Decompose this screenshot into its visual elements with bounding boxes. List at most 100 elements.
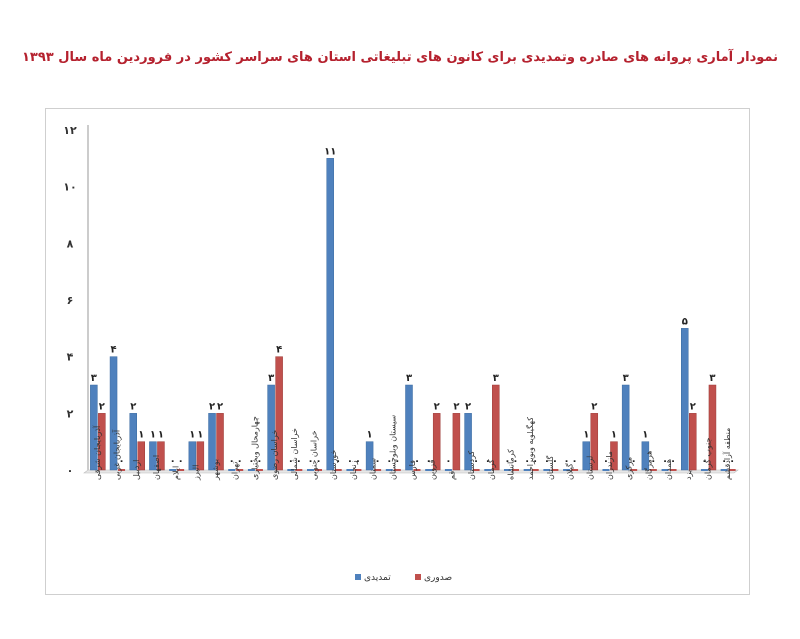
bar-sodoori-zero bbox=[374, 469, 382, 471]
x-tick-label: آذربایجان شرقی bbox=[92, 425, 102, 480]
x-tick-label: ایلام bbox=[172, 466, 181, 480]
data-label: ۰ bbox=[485, 456, 491, 467]
x-tick-label: خوزستان bbox=[329, 450, 338, 480]
bar-sodoori bbox=[689, 413, 697, 471]
bar-tamdidi bbox=[326, 158, 334, 471]
x-tick-label: اصفهان bbox=[152, 455, 161, 480]
data-label: ۰ bbox=[701, 456, 707, 467]
bar-tamdidi-zero bbox=[346, 469, 354, 471]
bar-sodoori-zero bbox=[571, 469, 579, 471]
bar-tamdidi-zero bbox=[720, 469, 728, 471]
bar-tamdidi bbox=[405, 384, 413, 471]
bar-sodoori bbox=[452, 413, 461, 471]
data-label: ۳ bbox=[91, 373, 97, 384]
bar-tamdidi-zero bbox=[602, 469, 610, 471]
x-tick-label: جنوب کرمان bbox=[703, 438, 712, 480]
bar-tamdidi-zero bbox=[169, 469, 177, 471]
bar-sodoori-zero bbox=[236, 469, 244, 471]
data-label: ۳ bbox=[709, 373, 715, 384]
data-label: ۱ bbox=[189, 430, 195, 441]
bar-sodoori bbox=[137, 441, 145, 471]
x-tick-label: لرستان bbox=[585, 456, 594, 480]
data-label: ۲ bbox=[465, 401, 471, 412]
bar-tamdidi-zero bbox=[228, 469, 236, 471]
y-tick-label: ۰ bbox=[67, 464, 74, 477]
data-label: ۰ bbox=[544, 456, 550, 467]
bar-tamdidi-zero bbox=[503, 469, 511, 471]
x-tick-label: گیلان bbox=[565, 463, 575, 480]
bar-sodoori-zero bbox=[649, 469, 657, 471]
data-label: ۰ bbox=[347, 456, 353, 467]
data-label: ۱ bbox=[138, 430, 144, 441]
x-tick-label: تهران bbox=[231, 462, 240, 480]
data-label: ۳ bbox=[268, 373, 274, 384]
bar-tamdidi bbox=[464, 413, 472, 471]
data-label: ۰ bbox=[296, 456, 302, 467]
x-tick-label: یزد bbox=[684, 470, 693, 480]
bar-sodoori-zero bbox=[255, 469, 263, 471]
data-label: ۴ bbox=[110, 345, 116, 356]
data-label: ۰ bbox=[118, 456, 124, 467]
y-tick-label: ۶ bbox=[67, 294, 74, 307]
x-tick-label: همدان bbox=[664, 459, 673, 480]
bar-sodoori-zero bbox=[669, 469, 677, 471]
x-tick-label: اردبیل bbox=[132, 460, 141, 480]
bar-sodoori-zero bbox=[472, 469, 480, 471]
data-label: ۰ bbox=[445, 456, 451, 467]
data-label: ۰ bbox=[375, 456, 381, 467]
data-label: ۰ bbox=[307, 456, 313, 467]
bar-tamdidi bbox=[621, 384, 630, 471]
bar-sodoori bbox=[98, 413, 106, 471]
data-label: ۰ bbox=[355, 456, 361, 467]
data-label: ۰ bbox=[603, 456, 609, 467]
y-tick-label: ۲ bbox=[67, 407, 74, 420]
bar-tamdidi-zero bbox=[543, 469, 551, 471]
bar-sodoori-zero bbox=[118, 469, 126, 471]
data-label: ۲ bbox=[434, 401, 440, 412]
x-tick-label: فارس bbox=[408, 460, 417, 480]
bar-tamdidi-zero bbox=[661, 469, 669, 471]
data-label: ۳ bbox=[406, 373, 412, 384]
y-tick-label: ۸ bbox=[67, 237, 74, 250]
data-label: ۱ bbox=[583, 430, 589, 441]
bar-tamdidi-zero bbox=[444, 469, 452, 471]
data-label: ۱ bbox=[150, 430, 156, 441]
data-label: ۰ bbox=[237, 456, 243, 467]
x-tick-label: قم bbox=[447, 471, 456, 480]
bar-sodoori-zero bbox=[551, 469, 559, 471]
x-tick-label: کرمان bbox=[487, 459, 496, 480]
x-tick-label: کهگیلویه وبویراحمد bbox=[525, 417, 535, 480]
data-label: ۰ bbox=[248, 456, 254, 467]
bar-sodoori bbox=[492, 384, 500, 471]
data-label: ۰ bbox=[670, 456, 676, 467]
bar-sodoori bbox=[196, 441, 205, 471]
y-tick-label: ۴ bbox=[67, 351, 74, 364]
data-label: ۲ bbox=[690, 401, 696, 412]
bar-sodoori bbox=[610, 441, 618, 471]
data-label: ۰ bbox=[532, 456, 538, 467]
x-tick-label: خراسان شمالی bbox=[290, 428, 299, 480]
chart-title: نمودار آماری پروانه های صادره وتمدیدی بر… bbox=[21, 50, 779, 65]
data-label: ۰ bbox=[473, 456, 479, 467]
bar-tamdidi-zero bbox=[307, 469, 315, 471]
data-label: ۰ bbox=[631, 456, 637, 467]
data-label: ۰ bbox=[662, 456, 668, 467]
data-label: ۲ bbox=[453, 401, 459, 412]
x-tick-label: کرمانشاه bbox=[506, 449, 515, 480]
bar-tamdidi-zero bbox=[563, 469, 571, 471]
data-label: ۱ bbox=[197, 430, 203, 441]
data-label: ۰ bbox=[315, 456, 321, 467]
x-tick-label: گلستان bbox=[545, 455, 555, 480]
data-label: ۲ bbox=[217, 401, 223, 412]
data-label: ۰ bbox=[414, 456, 420, 467]
bar-tamdidi-zero bbox=[425, 469, 433, 471]
data-label: ۱ bbox=[611, 430, 617, 441]
bar-tamdidi bbox=[90, 384, 98, 471]
data-label: ۰ bbox=[426, 456, 432, 467]
legend-label: تمدیدی bbox=[364, 573, 391, 583]
data-label: ۲ bbox=[130, 401, 136, 412]
data-label: ۳ bbox=[623, 373, 629, 384]
data-label: ۱ bbox=[367, 430, 373, 441]
data-label: ۲ bbox=[591, 401, 597, 412]
